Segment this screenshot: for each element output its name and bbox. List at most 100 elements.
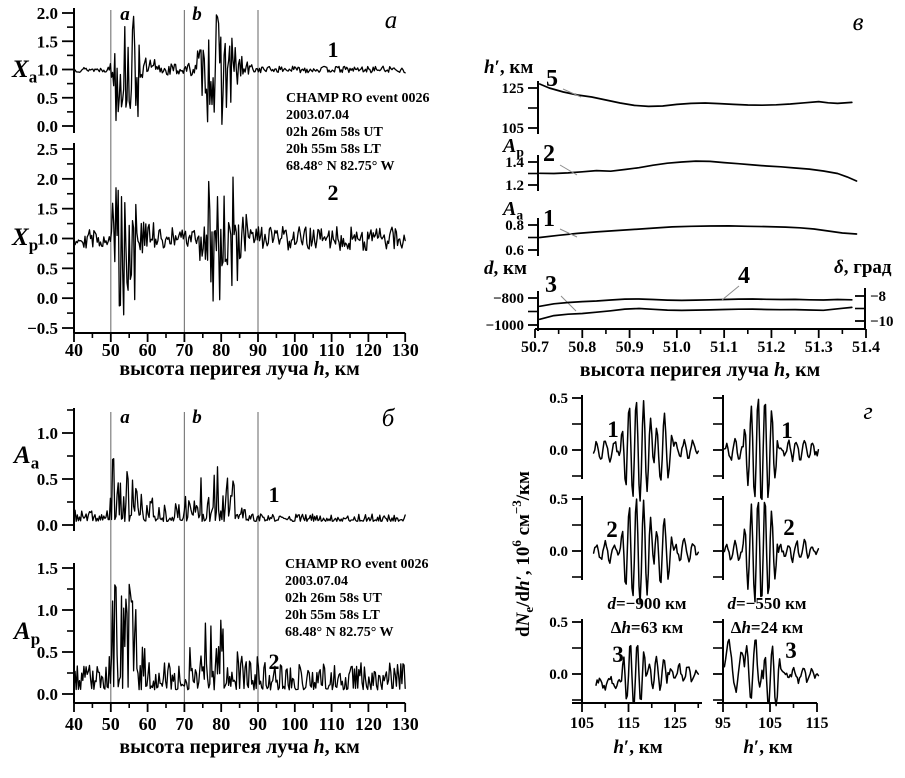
y-tick-label: 0.0 xyxy=(37,117,58,136)
curve-number: 1 xyxy=(607,417,619,442)
curve-3 xyxy=(538,306,853,321)
curve-number: 1 xyxy=(269,482,280,507)
x-tick-label: 70 xyxy=(175,340,193,360)
x-axis-title: высота перигея луча h, км xyxy=(119,736,359,758)
curve-number: 3 xyxy=(785,638,797,663)
y-tick-label: 1.0 xyxy=(37,424,58,443)
y-tick-label: 2.0 xyxy=(37,170,58,189)
y-axis-title: Aa xyxy=(501,198,523,222)
y-tick-label: 1.0 xyxy=(37,230,58,249)
panel-letter: г xyxy=(863,399,872,425)
panel-letter: а xyxy=(385,7,398,34)
x-tick-label: 120 xyxy=(355,714,382,734)
x-tick-label: 40 xyxy=(65,714,83,734)
curve-1 xyxy=(592,399,700,502)
y-axis-title: Ap xyxy=(501,135,524,159)
panel-a: 0.0 0.5 1.0 1.5 2.0 Xa 1 −0.5 0.0 0.5 1.0 1.5 2.0 2.5… xyxy=(11,4,429,380)
x-tick-label: 125 xyxy=(663,715,687,732)
x-axis-title: высота перигея луча h, км xyxy=(119,358,359,380)
curve-1 xyxy=(538,225,858,239)
leader-line xyxy=(559,228,578,238)
x-tick-label: 50 xyxy=(102,340,120,360)
x-tick-label: 90 xyxy=(249,714,267,734)
x-tick-label: 130 xyxy=(392,714,419,734)
event-info-line: 20h 55m 58s LT xyxy=(286,142,381,157)
y-tick-label: 0.5 xyxy=(37,470,58,489)
y-tick-label: 0.0 xyxy=(37,516,58,535)
y-tick-label: 0.8 xyxy=(505,218,524,234)
curve-number: 2 xyxy=(783,515,795,540)
x-tick-label: 60 xyxy=(139,340,157,360)
y-axis-title: Xp xyxy=(11,224,38,255)
y-tick-label: 1.0 xyxy=(37,601,58,620)
curve-number: 1 xyxy=(781,418,793,443)
event-info-line: 20h 55m 58s LT xyxy=(285,608,380,623)
y-axis-title: δ, град xyxy=(834,257,892,278)
y-tick-label: 0.6 xyxy=(505,243,524,259)
y-tick-label: −1000 xyxy=(485,318,524,334)
curve-1 xyxy=(723,398,820,501)
y-tick-label: 0.0 xyxy=(549,443,568,459)
y-tick-label: 0.5 xyxy=(549,615,568,631)
annotation-line: d=−550 км xyxy=(728,594,807,613)
y-tick-label: 0.0 xyxy=(549,544,568,560)
curve-2 xyxy=(723,501,820,603)
y-tick-label: −10 xyxy=(870,314,894,330)
x-tick-label: 51.3 xyxy=(805,339,833,356)
region-label-b: b xyxy=(192,407,202,428)
y-tick-label: 0.5 xyxy=(549,391,568,407)
x-tick-label: 100 xyxy=(281,340,308,360)
curve-2 xyxy=(73,583,406,691)
x-tick-label: 90 xyxy=(249,340,267,360)
y-tick-label: 0.5 xyxy=(37,643,58,662)
curve-number: 2 xyxy=(269,649,280,674)
y-tick-label: 1.0 xyxy=(37,61,58,80)
curve-number: 1 xyxy=(543,206,555,232)
y-tick-label: 0.5 xyxy=(37,259,58,278)
curve-3 xyxy=(595,644,700,704)
curve-number: 4 xyxy=(738,263,750,289)
x-tick-label: 70 xyxy=(175,714,193,734)
event-info-line: CHAMP RO event 0026 xyxy=(285,557,428,572)
y-tick-label: 0.0 xyxy=(37,289,58,308)
x-axis-title: h′, км xyxy=(743,737,792,758)
y-tick-label: −8 xyxy=(870,289,886,305)
event-info-line: 02h 26m 58s UT xyxy=(285,591,383,606)
x-tick-label: 50.7 xyxy=(521,339,549,356)
curve-2 xyxy=(73,176,406,316)
y-axis-title: dNe/dh′, 106 см−3/км xyxy=(510,471,536,637)
x-axis-title: h′, км xyxy=(613,737,662,758)
y-tick-label: 0.0 xyxy=(37,685,58,704)
y-tick-label: 1.5 xyxy=(37,559,58,578)
y-tick-label: 0.5 xyxy=(549,492,568,508)
curve-2 xyxy=(592,498,700,604)
y-tick-label: −800 xyxy=(493,291,524,307)
leader-line xyxy=(559,164,578,176)
y-tick-label: 125 xyxy=(502,81,525,97)
leader-line xyxy=(560,295,577,312)
y-tick-label: 1.2 xyxy=(505,178,524,194)
x-tick-label: 105 xyxy=(758,715,782,732)
x-tick-label: 50 xyxy=(102,714,120,734)
x-tick-label: 80 xyxy=(212,340,230,360)
event-info-line: 2003.07.04 xyxy=(286,108,349,123)
event-info-line: 2003.07.04 xyxy=(285,574,348,589)
event-info-line: 02h 26m 58s UT xyxy=(286,125,384,140)
y-tick-label: −0.5 xyxy=(27,319,58,338)
panel-letter: б xyxy=(382,405,396,432)
x-tick-label: 100 xyxy=(281,714,308,734)
x-tick-label: 110 xyxy=(319,340,345,360)
event-info-line: 68.48° N 82.75° W xyxy=(285,625,394,640)
y-axis-title: Ap xyxy=(12,618,40,649)
leader-line xyxy=(721,285,740,301)
curve-number: 3 xyxy=(545,272,557,298)
curve-1 xyxy=(73,14,406,125)
curve-number: 5 xyxy=(546,66,558,92)
annotation-line: d=−900 км xyxy=(608,594,687,613)
x-tick-label: 120 xyxy=(355,340,382,360)
y-axis-title: Aa xyxy=(12,442,40,473)
region-label-a: a xyxy=(120,407,130,428)
y-tick-label: 1.5 xyxy=(37,200,58,219)
